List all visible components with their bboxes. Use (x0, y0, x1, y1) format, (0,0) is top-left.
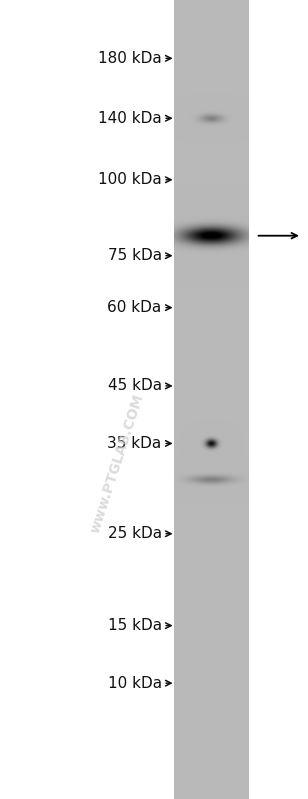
Text: 180 kDa: 180 kDa (98, 51, 162, 66)
Text: www.PTGLAB.COM: www.PTGLAB.COM (88, 392, 146, 535)
Text: 75 kDa: 75 kDa (107, 248, 162, 263)
Text: 25 kDa: 25 kDa (107, 527, 162, 541)
Text: 35 kDa: 35 kDa (107, 436, 162, 451)
Text: 45 kDa: 45 kDa (107, 379, 162, 393)
Text: 60 kDa: 60 kDa (107, 300, 162, 315)
Text: 100 kDa: 100 kDa (98, 173, 162, 187)
Text: 10 kDa: 10 kDa (107, 676, 162, 690)
Text: 15 kDa: 15 kDa (107, 618, 162, 633)
Text: 140 kDa: 140 kDa (98, 111, 162, 125)
